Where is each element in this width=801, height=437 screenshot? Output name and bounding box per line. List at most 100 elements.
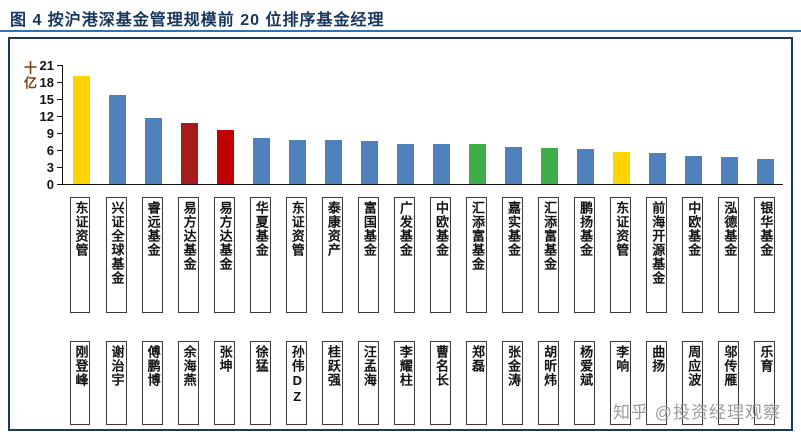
watermark: 知乎 @投资经理观察 (613, 403, 781, 422)
y-tick-mark (57, 167, 62, 169)
manager-label-slot: 傅鹏博 (134, 341, 170, 425)
bar-3 (144, 117, 162, 184)
bar-19 (720, 156, 738, 184)
bar-slot (135, 65, 171, 184)
company-label-4: 易方达基金 (177, 197, 199, 313)
plot-area (62, 65, 783, 185)
company-label-slot: 银华基金 (747, 197, 783, 313)
manager-label-slot: 曲扬 (639, 341, 675, 425)
manager-label-slot: 谢治宇 (98, 341, 134, 425)
bar-17 (648, 153, 666, 184)
y-tick-label: 12 (39, 108, 54, 124)
y-tick-mark (57, 184, 62, 186)
manager-label-slot: 李响 (603, 341, 639, 425)
company-label-slot: 易方达基金 (170, 197, 206, 313)
company-label-slot: 中欧基金 (422, 197, 458, 313)
y-tick-label: 6 (46, 143, 54, 159)
manager-label-7: 孙伟DZ (285, 341, 307, 425)
y-tick-label: 9 (46, 126, 54, 142)
company-label-3: 睿远基金 (141, 197, 163, 313)
manager-label-slot: 周应波 (675, 341, 711, 425)
bar-12 (468, 144, 486, 184)
y-tick-label: 18 (39, 74, 54, 90)
manager-label-slot: 张金涛 (495, 341, 531, 425)
company-label-19: 泓德基金 (718, 197, 740, 313)
bar-slot (279, 65, 315, 184)
company-label-slot: 富国基金 (350, 197, 386, 313)
bar-10 (396, 143, 414, 184)
manager-label-17: 曲扬 (646, 341, 668, 425)
company-label-14: 汇添富基金 (538, 197, 560, 313)
manager-label-13: 张金涛 (502, 341, 524, 425)
bar-15 (576, 148, 594, 184)
bar-2 (108, 95, 126, 184)
bar-slot (423, 65, 459, 184)
company-label-slot: 东证资管 (278, 197, 314, 313)
manager-label-slot: 乐育 (747, 341, 783, 425)
manager-label-2: 谢治宇 (105, 341, 127, 425)
company-label-slot: 前海开源基金 (639, 197, 675, 313)
manager-label-slot: 张坤 (206, 341, 242, 425)
y-tick-mark (57, 64, 62, 66)
company-label-slot: 易方达基金 (206, 197, 242, 313)
company-label-slot: 东证资管 (603, 197, 639, 313)
company-label-slot: 广发基金 (386, 197, 422, 313)
bar-slot (567, 65, 603, 184)
bar-20 (756, 158, 774, 184)
title-underline (0, 30, 801, 32)
company-label-15: 鹏扬基金 (574, 197, 596, 313)
bar-slot (207, 65, 243, 184)
x-axis-company-labels: 东证资管 兴证全球基金 睿远基金 易方达基金 易方达基金 华夏基金 东证资管 泰康资产 富国基金… (62, 197, 783, 313)
manager-label-20: 乐育 (754, 341, 776, 425)
company-label-13: 嘉实基金 (502, 197, 524, 313)
manager-label-16: 李响 (610, 341, 632, 425)
bar-16 (612, 152, 630, 184)
bar-slot (387, 65, 423, 184)
bar-chart: 十亿 21 18 15 12 9 6 3 0 东证资管 兴证全球基金 睿远基金 易方达基金 易方达基金… (8, 37, 793, 431)
company-label-2: 兴证全球基金 (105, 197, 127, 313)
manager-label-19: 邬传雁 (718, 341, 740, 425)
manager-label-1: 刚登峰 (69, 341, 91, 425)
manager-label-slot: 余海燕 (170, 341, 206, 425)
bar-slot (711, 65, 747, 184)
bar-14 (540, 147, 558, 184)
x-axis-manager-labels: 刚登峰 谢治宇 傅鹏博 余海燕 张坤 徐猛 孙伟DZ 桂跃强 汪孟海 李耀柱 曹名长 郑磊 张金涛 胡昕炜… (62, 341, 783, 425)
company-label-18: 中欧基金 (682, 197, 704, 313)
y-tick-mark (57, 150, 62, 152)
bar-1 (72, 76, 90, 184)
bar-slot (459, 65, 495, 184)
company-label-slot: 鹏扬基金 (567, 197, 603, 313)
manager-label-12: 郑磊 (466, 341, 487, 425)
y-tick-mark (57, 133, 62, 135)
manager-label-4: 余海燕 (177, 341, 199, 425)
company-label-9: 富国基金 (357, 197, 379, 313)
manager-label-slot: 胡昕炜 (531, 341, 567, 425)
manager-label-6: 徐猛 (249, 341, 271, 425)
company-label-11: 中欧基金 (430, 197, 451, 313)
company-label-1: 东证资管 (69, 197, 91, 313)
company-label-slot: 华夏基金 (242, 197, 278, 313)
figure-title: 图 4 按沪港深基金管理规模前 20 位排序基金经理 (10, 12, 385, 29)
company-label-16: 东证资管 (610, 197, 632, 313)
company-label-slot: 汇添富基金 (531, 197, 567, 313)
manager-label-8: 桂跃强 (321, 341, 343, 425)
manager-label-slot: 孙伟DZ (278, 341, 314, 425)
company-label-slot: 中欧基金 (675, 197, 711, 313)
bar-slot (639, 65, 675, 184)
company-label-12: 汇添富基金 (466, 197, 487, 313)
manager-label-9: 汪孟海 (357, 341, 379, 425)
company-label-17: 前海开源基金 (646, 197, 668, 313)
bar-9 (360, 140, 378, 184)
manager-label-15: 杨爱斌 (574, 341, 596, 425)
y-axis-unit-label: 十亿 (22, 61, 37, 91)
manager-label-18: 周应波 (682, 341, 704, 425)
bar-slot (603, 65, 639, 184)
y-tick-mark (57, 98, 62, 100)
y-tick-label: 3 (46, 160, 54, 176)
manager-label-11: 曹名长 (430, 341, 451, 425)
y-tick-label: 21 (39, 57, 54, 73)
company-label-slot: 泰康资产 (314, 197, 350, 313)
bar-7 (288, 139, 306, 184)
manager-label-slot: 郑磊 (459, 341, 495, 425)
